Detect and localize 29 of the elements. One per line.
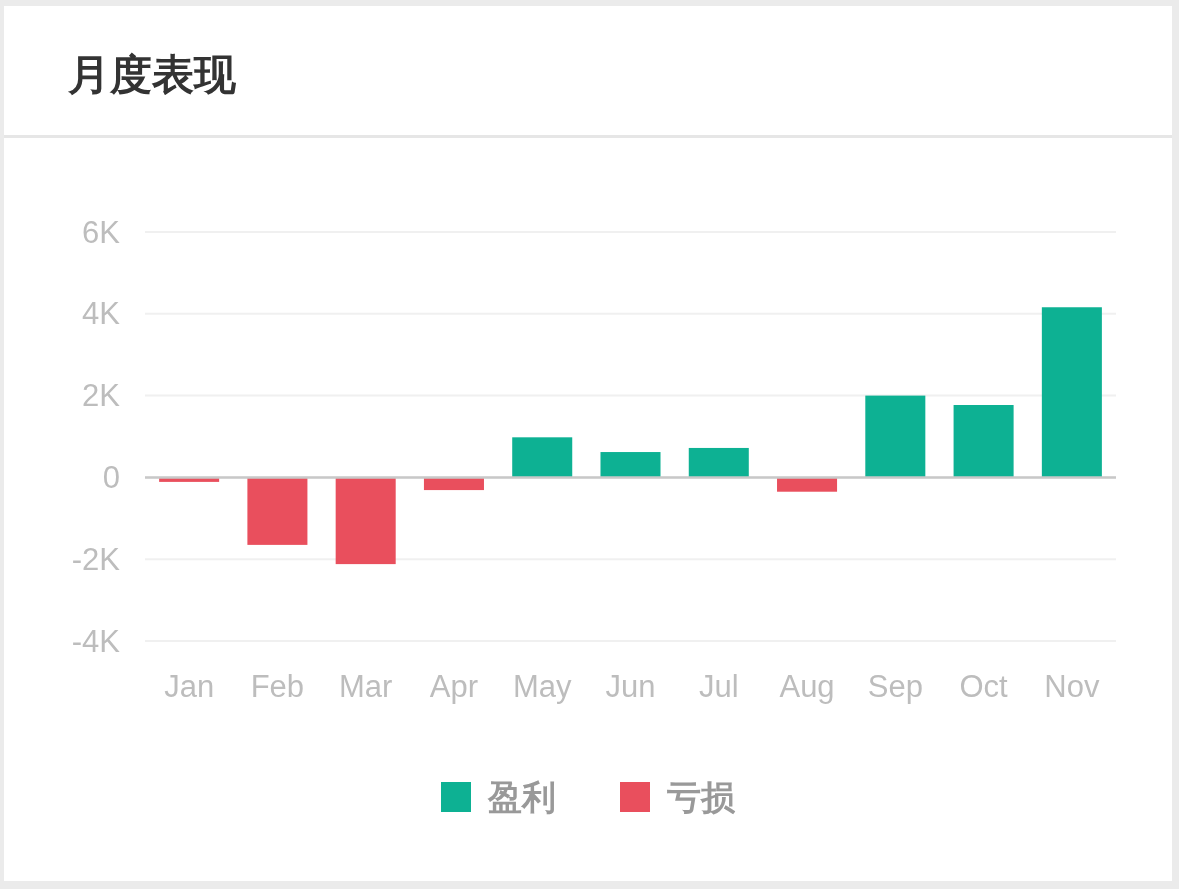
legend-label: 亏损 bbox=[666, 778, 736, 816]
bar bbox=[953, 405, 1014, 478]
bar bbox=[512, 437, 573, 478]
x-tick-label: Mar bbox=[338, 668, 393, 704]
x-tick-label: Oct bbox=[959, 668, 1009, 704]
x-tick-label: Nov bbox=[1044, 668, 1100, 704]
bar bbox=[777, 477, 838, 492]
legend-label: 盈利 bbox=[487, 778, 556, 816]
x-tick-label: Aug bbox=[779, 668, 835, 704]
chart-title: 月度表现 bbox=[67, 50, 237, 98]
x-tick-label: Jun bbox=[605, 668, 656, 704]
x-tick-label: May bbox=[512, 668, 572, 704]
x-tick-label: Sep bbox=[867, 668, 923, 704]
x-tick-label: Feb bbox=[250, 668, 305, 704]
y-tick-label: 2K bbox=[82, 378, 121, 414]
x-tick-label: Apr bbox=[429, 668, 479, 704]
y-tick-label: -4K bbox=[71, 623, 121, 659]
bar bbox=[865, 395, 926, 478]
x-tick-label: Jul bbox=[698, 668, 739, 704]
y-tick-label: 0 bbox=[102, 459, 120, 495]
y-tick-label: 6K bbox=[82, 214, 121, 250]
bar bbox=[600, 452, 661, 478]
y-tick-label: 4K bbox=[82, 296, 121, 332]
x-tick-label: Jan bbox=[164, 668, 215, 704]
bar bbox=[335, 477, 396, 565]
y-tick-label: -2K bbox=[71, 541, 121, 577]
bar bbox=[688, 447, 749, 478]
bar bbox=[1041, 307, 1102, 478]
bar bbox=[247, 477, 308, 545]
